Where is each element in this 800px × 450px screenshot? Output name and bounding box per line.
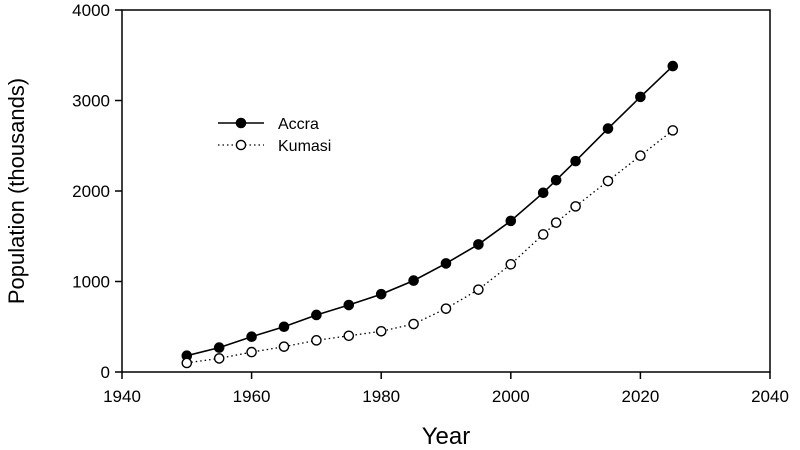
data-point-kumasi xyxy=(440,303,452,314)
legend-entry-kumasi: Kumasi xyxy=(218,138,331,155)
y-tick-label: 0 xyxy=(101,363,110,382)
data-point-kumasi xyxy=(635,150,646,162)
legend-label-kumasi: Kumasi xyxy=(278,138,331,155)
data-point-kumasi xyxy=(537,229,549,240)
data-point-accra xyxy=(473,239,484,250)
data-point-accra xyxy=(278,321,290,333)
series-kumasi xyxy=(181,125,679,369)
series-accra xyxy=(181,60,679,362)
data-point-kumasi xyxy=(311,335,322,346)
y-axis-title: Population (thousands) xyxy=(4,78,29,304)
data-point-accra xyxy=(246,331,257,343)
data-point-kumasi xyxy=(181,357,193,369)
series-line-accra xyxy=(186,65,674,357)
series-layer xyxy=(181,60,679,369)
data-point-accra xyxy=(343,299,355,311)
data-point-kumasi xyxy=(408,318,419,330)
data-point-accra xyxy=(213,342,225,353)
x-tick-label: 2020 xyxy=(621,387,659,406)
data-point-accra xyxy=(602,123,614,134)
data-point-kumasi xyxy=(278,341,290,352)
data-point-accra xyxy=(550,174,562,186)
data-point-kumasi xyxy=(343,330,355,342)
legend-marker-kumasi xyxy=(235,139,247,151)
y-tick-label: 1000 xyxy=(72,273,110,292)
data-point-kumasi xyxy=(246,346,257,358)
data-point-accra xyxy=(440,258,452,269)
legend-entry-accra: Accra xyxy=(218,116,319,133)
y-tick-label: 4000 xyxy=(72,1,110,20)
y-axis-ticks: 0 1000 2000 3000 4000 xyxy=(72,1,122,382)
y-tick-label: 3000 xyxy=(72,92,110,111)
data-point-accra xyxy=(505,215,517,227)
data-point-kumasi xyxy=(570,201,581,212)
data-point-accra xyxy=(408,275,419,286)
data-point-kumasi xyxy=(667,125,679,136)
data-point-kumasi xyxy=(473,284,484,295)
data-point-accra xyxy=(375,288,387,300)
x-tick-label: 1960 xyxy=(233,387,271,406)
data-point-kumasi xyxy=(213,353,225,364)
legend-marker-accra xyxy=(235,117,247,129)
legend: Accra Kumasi xyxy=(218,116,331,155)
x-axis-title: Year xyxy=(422,423,471,450)
data-point-kumasi xyxy=(550,217,562,228)
x-tick-label: 2000 xyxy=(492,387,530,406)
series-line-kumasi xyxy=(186,129,674,364)
data-point-accra xyxy=(635,91,646,103)
data-point-accra xyxy=(537,187,549,199)
data-point-accra xyxy=(311,309,322,321)
x-tick-label: 1980 xyxy=(362,387,400,406)
x-tick-label: 2040 xyxy=(751,387,789,406)
data-point-accra xyxy=(570,155,581,167)
data-point-kumasi xyxy=(505,259,517,270)
x-tick-label: 1940 xyxy=(103,387,141,406)
x-axis-ticks: 1940 1960 1980 2000 2020 2040 xyxy=(103,372,789,406)
legend-label-accra: Accra xyxy=(278,116,319,133)
data-point-kumasi xyxy=(375,325,387,337)
y-tick-label: 2000 xyxy=(72,182,110,201)
data-point-kumasi xyxy=(602,175,614,187)
data-point-accra xyxy=(667,60,679,72)
